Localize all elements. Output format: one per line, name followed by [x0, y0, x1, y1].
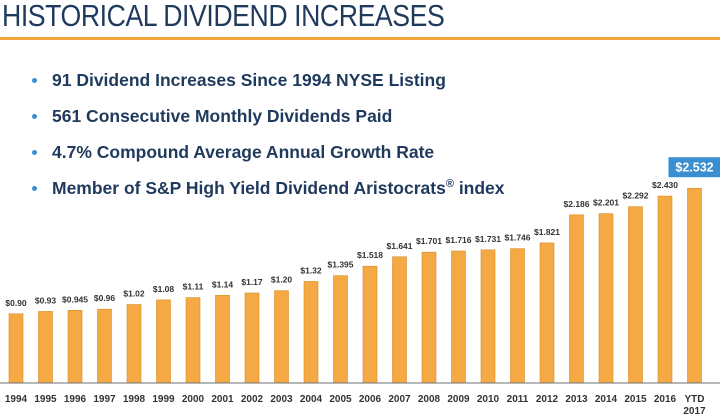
value-label: $2.186: [564, 199, 590, 209]
x-tick-label: 1996: [64, 394, 87, 405]
x-tick-label: 2013: [565, 394, 588, 405]
bullet-item: Member of S&P High Yield Dividend Aristo…: [30, 178, 505, 214]
value-label: $1.731: [475, 234, 501, 244]
bullet-list: 91 Dividend Increases Since 1994 NYSE Li…: [30, 70, 505, 214]
bullet-dot-icon: [32, 114, 37, 119]
bar: [215, 295, 230, 384]
value-label: $1.17: [241, 277, 263, 287]
x-tick-label: 2015: [624, 394, 647, 405]
x-tick-label: 2001: [211, 394, 234, 405]
value-label: $2.201: [593, 198, 619, 208]
value-label: $1.821: [534, 227, 560, 237]
value-label: $1.11: [183, 282, 204, 292]
bar: [628, 206, 643, 384]
bar: [421, 251, 437, 384]
value-label: $1.14: [212, 279, 234, 289]
bar: [244, 292, 260, 384]
value-label: $0.90: [5, 298, 27, 308]
value-label: $1.20: [271, 275, 293, 285]
value-label: $1.32: [300, 265, 322, 275]
value-label: $1.701: [416, 236, 442, 246]
bar: [687, 187, 702, 384]
value-label: $1.641: [387, 241, 413, 251]
bullet-item: 4.7% Compound Average Annual Growth Rate: [30, 142, 505, 178]
bar: [8, 313, 24, 384]
value-label: $2.430: [652, 180, 678, 190]
bullet-dot-icon: [32, 150, 37, 155]
bar: [598, 213, 614, 384]
bullet-item: 91 Dividend Increases Since 1994 NYSE Li…: [30, 70, 505, 106]
x-tick-label: 1994: [5, 394, 28, 405]
bar: [362, 265, 378, 384]
x-tick-label: 2017: [683, 406, 706, 417]
value-callout-box: [668, 157, 720, 178]
x-tick-label: 2002: [241, 394, 264, 405]
bar: [480, 249, 496, 384]
bullet-item: 561 Consecutive Monthly Dividends Paid: [30, 106, 505, 142]
x-tick-label: 2003: [270, 394, 293, 405]
x-tick-label: 2016: [654, 394, 677, 405]
value-label: $0.93: [35, 295, 57, 305]
value-label: $2.292: [623, 191, 649, 201]
bar: [274, 290, 289, 384]
value-label: $2.532: [675, 161, 713, 175]
x-tick-label: 2000: [182, 394, 205, 405]
x-tick-label: 2006: [359, 394, 382, 405]
x-tick-label: 2010: [477, 394, 500, 405]
value-label: $0.96: [94, 293, 116, 303]
x-tick-label: 1998: [123, 394, 146, 405]
bar: [657, 195, 673, 384]
x-tick-label: 1997: [93, 394, 116, 405]
bar: [510, 248, 525, 384]
value-label: $1.08: [153, 284, 175, 294]
value-label: $0.945: [62, 294, 88, 304]
x-tick-label: 2011: [507, 394, 529, 405]
page-title: HISTORICAL DIVIDEND INCREASES: [2, 0, 445, 33]
value-label: $1.395: [328, 260, 354, 270]
x-tick-label: 2007: [388, 394, 411, 405]
value-label: $1.02: [123, 289, 145, 299]
bar: [569, 214, 584, 384]
x-tick-label: 2005: [329, 394, 352, 405]
bar: [185, 297, 201, 384]
x-tick-label: 2004: [300, 394, 323, 405]
bullet-dot-icon: [32, 78, 37, 83]
x-tick-label: 1999: [152, 394, 175, 405]
bar: [67, 310, 83, 384]
bar: [156, 299, 171, 384]
bar: [539, 242, 555, 384]
bar: [126, 304, 142, 384]
bar: [392, 256, 407, 384]
x-tick-label: YTD: [685, 394, 705, 405]
bar: [97, 308, 112, 384]
value-label: $1.746: [505, 233, 531, 243]
bar: [333, 275, 348, 384]
value-label: $1.518: [357, 250, 383, 260]
value-label: $1.716: [446, 235, 472, 245]
x-tick-label: 2012: [536, 394, 559, 405]
x-tick-label: 2014: [595, 394, 618, 405]
x-tick-label: 2008: [418, 394, 441, 405]
x-tick-label: 1995: [34, 394, 57, 405]
bullet-dot-icon: [32, 186, 37, 191]
title-underline: [0, 37, 720, 40]
bar: [303, 281, 319, 384]
bar: [38, 311, 53, 384]
bar: [451, 250, 466, 384]
x-tick-label: 2009: [447, 394, 470, 405]
